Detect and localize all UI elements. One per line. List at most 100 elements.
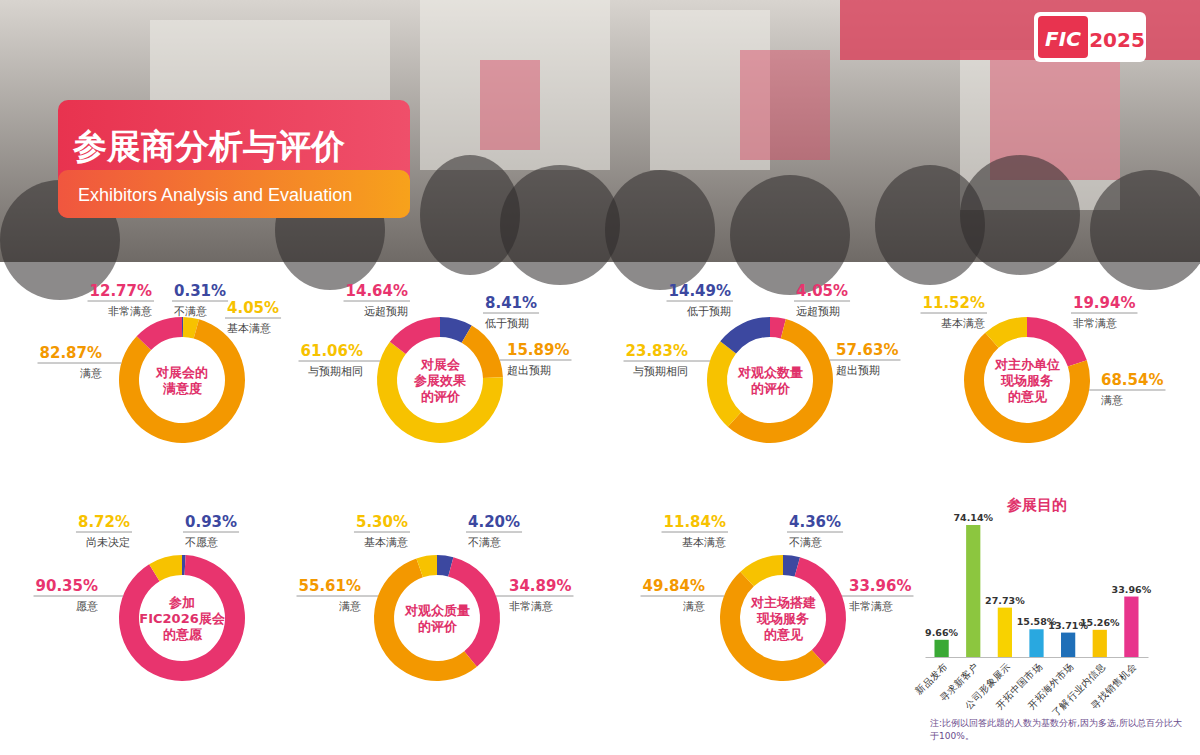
chart-title: 参展目的 — [1006, 496, 1067, 514]
category-label: 基本满意 — [227, 322, 271, 335]
slice — [964, 333, 1090, 443]
value-label: 4.36% — [789, 513, 841, 531]
logo-text: FIC — [1045, 27, 1081, 51]
bar — [934, 640, 948, 657]
donut-chart: 对展会参展效果的评价8.41%低于预期15.89%超出预期61.06%与预期相同… — [299, 282, 572, 443]
crowd — [500, 165, 620, 285]
category-label: 低于预期 — [687, 305, 731, 318]
donut-chart: 对主办单位现场服务的意见19.94%非常满意68.54%满意11.52%基本满意 — [921, 294, 1166, 443]
category-label: 超出预期 — [836, 364, 880, 377]
donut-title: 现场服务 — [756, 611, 809, 626]
category-label: 远超预期 — [796, 305, 840, 318]
slice — [390, 317, 440, 354]
logo-year: 2025 — [1089, 28, 1145, 52]
bars — [934, 525, 1138, 657]
donut-title: 对主场搭建 — [750, 595, 816, 610]
category-label: 不满意 — [174, 305, 207, 318]
category-label: 低于预期 — [485, 317, 529, 330]
donut-title: 对展会 — [420, 357, 461, 372]
tick-label: 了解行业内信息 — [1050, 661, 1107, 718]
leader-line — [34, 596, 123, 597]
category-label: 超出预期 — [507, 364, 551, 377]
leader-line — [299, 361, 380, 362]
crowd — [960, 155, 1080, 275]
bar-chart: 参展目的9.66%74.14%27.73%15.58%13.71%15.26%3… — [913, 496, 1182, 741]
slice — [707, 341, 741, 426]
donut-chart: 对观众质量的评价4.20%不满意34.89%非常满意55.61%满意5.30%基… — [297, 513, 574, 681]
tick: 寻找销售机会 — [1089, 661, 1139, 711]
donut-title: FIC2026展会 — [139, 611, 225, 626]
category-label: 不满意 — [468, 536, 501, 549]
leader-line — [183, 532, 239, 533]
leader-line — [172, 301, 228, 302]
category-label: 基本满意 — [941, 317, 985, 330]
donut-title: 对展会的 — [155, 365, 208, 380]
category-label: 满意 — [339, 600, 361, 613]
value-label: 5.30% — [356, 513, 408, 531]
donut-title: 对观众数量 — [737, 365, 803, 380]
value-label: 19.94% — [1073, 294, 1135, 312]
leader-line — [641, 596, 724, 597]
value-label: 33.96% — [849, 577, 911, 595]
value-label: 11.52% — [923, 294, 985, 312]
leader-line — [466, 532, 522, 533]
leader-line — [1071, 313, 1137, 314]
leader-line — [830, 360, 901, 361]
poster — [740, 50, 830, 160]
leader-line — [787, 532, 843, 533]
slices — [119, 555, 245, 681]
value-label: 34.89% — [509, 577, 571, 595]
value-label: 61.06% — [301, 342, 363, 360]
tick: 了解行业内信息 — [1050, 661, 1107, 718]
category-label: 与预期相同 — [308, 365, 363, 378]
value-label: 0.31% — [174, 282, 226, 300]
value-label: 74.14% — [953, 512, 993, 523]
value-label: 0.93% — [185, 513, 237, 531]
leader-line — [38, 363, 122, 364]
donut-title: 参加 — [168, 595, 195, 610]
leader-line — [496, 596, 573, 597]
category-label: 基本满意 — [364, 536, 408, 549]
value-label: 49.84% — [643, 577, 705, 595]
leader-line — [344, 301, 410, 302]
donut-chart: 对展会的满意度0.31%不满意4.05%基本满意82.87%满意12.77%非常… — [38, 282, 282, 443]
slice — [416, 555, 437, 577]
crowd — [730, 175, 850, 295]
value-label: 14.64% — [346, 282, 408, 300]
subtitle: Exhibitors Analysis and Evaluation — [78, 185, 352, 205]
donut-chart: 对观众数量的评价4.05%远超预期57.63%超出预期23.83%与预期相同14… — [624, 282, 901, 443]
value-label: 90.35% — [36, 577, 98, 595]
donut-chart: 参加FIC2026展会的意愿0.93%不愿意90.35%愿意8.72%尚未决定 — [34, 513, 245, 681]
donut-title: 现场服务 — [1000, 373, 1053, 388]
donut-title: 的意见 — [764, 627, 804, 642]
leader-line — [624, 361, 710, 362]
category-label: 满意 — [683, 600, 705, 613]
value-label: 12.77% — [90, 282, 152, 300]
booth-panel — [420, 0, 610, 170]
subtitle-box — [58, 170, 410, 218]
donut-title: 的意见 — [1008, 389, 1048, 404]
slice — [985, 317, 1027, 348]
category-label: 不满意 — [789, 536, 822, 549]
leader-line — [794, 301, 850, 302]
value-label: 14.49% — [669, 282, 731, 300]
donut-title: 满意度 — [162, 381, 202, 396]
category-label: 非常满意 — [509, 600, 553, 613]
donut-title: 的评价 — [751, 381, 791, 396]
slice — [740, 555, 783, 586]
x-axis: 新品发布寻求新客户公司形象展示开拓中国市场开拓海外市场了解行业内信息寻找销售机会 — [913, 658, 1148, 719]
slices — [964, 317, 1090, 443]
category-label: 远超预期 — [364, 305, 408, 318]
page: 参展商分析与评价Exhibitors Analysis and Evaluati… — [0, 0, 1200, 755]
category-label: 满意 — [80, 367, 102, 380]
category-label: 基本满意 — [682, 536, 726, 549]
leader-line — [921, 313, 987, 314]
leader-line — [76, 532, 132, 533]
leader-line — [225, 318, 281, 319]
value-label: 11.84% — [664, 513, 726, 531]
crowd — [605, 170, 715, 290]
crowd — [1090, 170, 1200, 290]
slice — [119, 555, 245, 681]
slice — [149, 555, 182, 581]
donut-title: 对主办单位 — [994, 357, 1060, 372]
